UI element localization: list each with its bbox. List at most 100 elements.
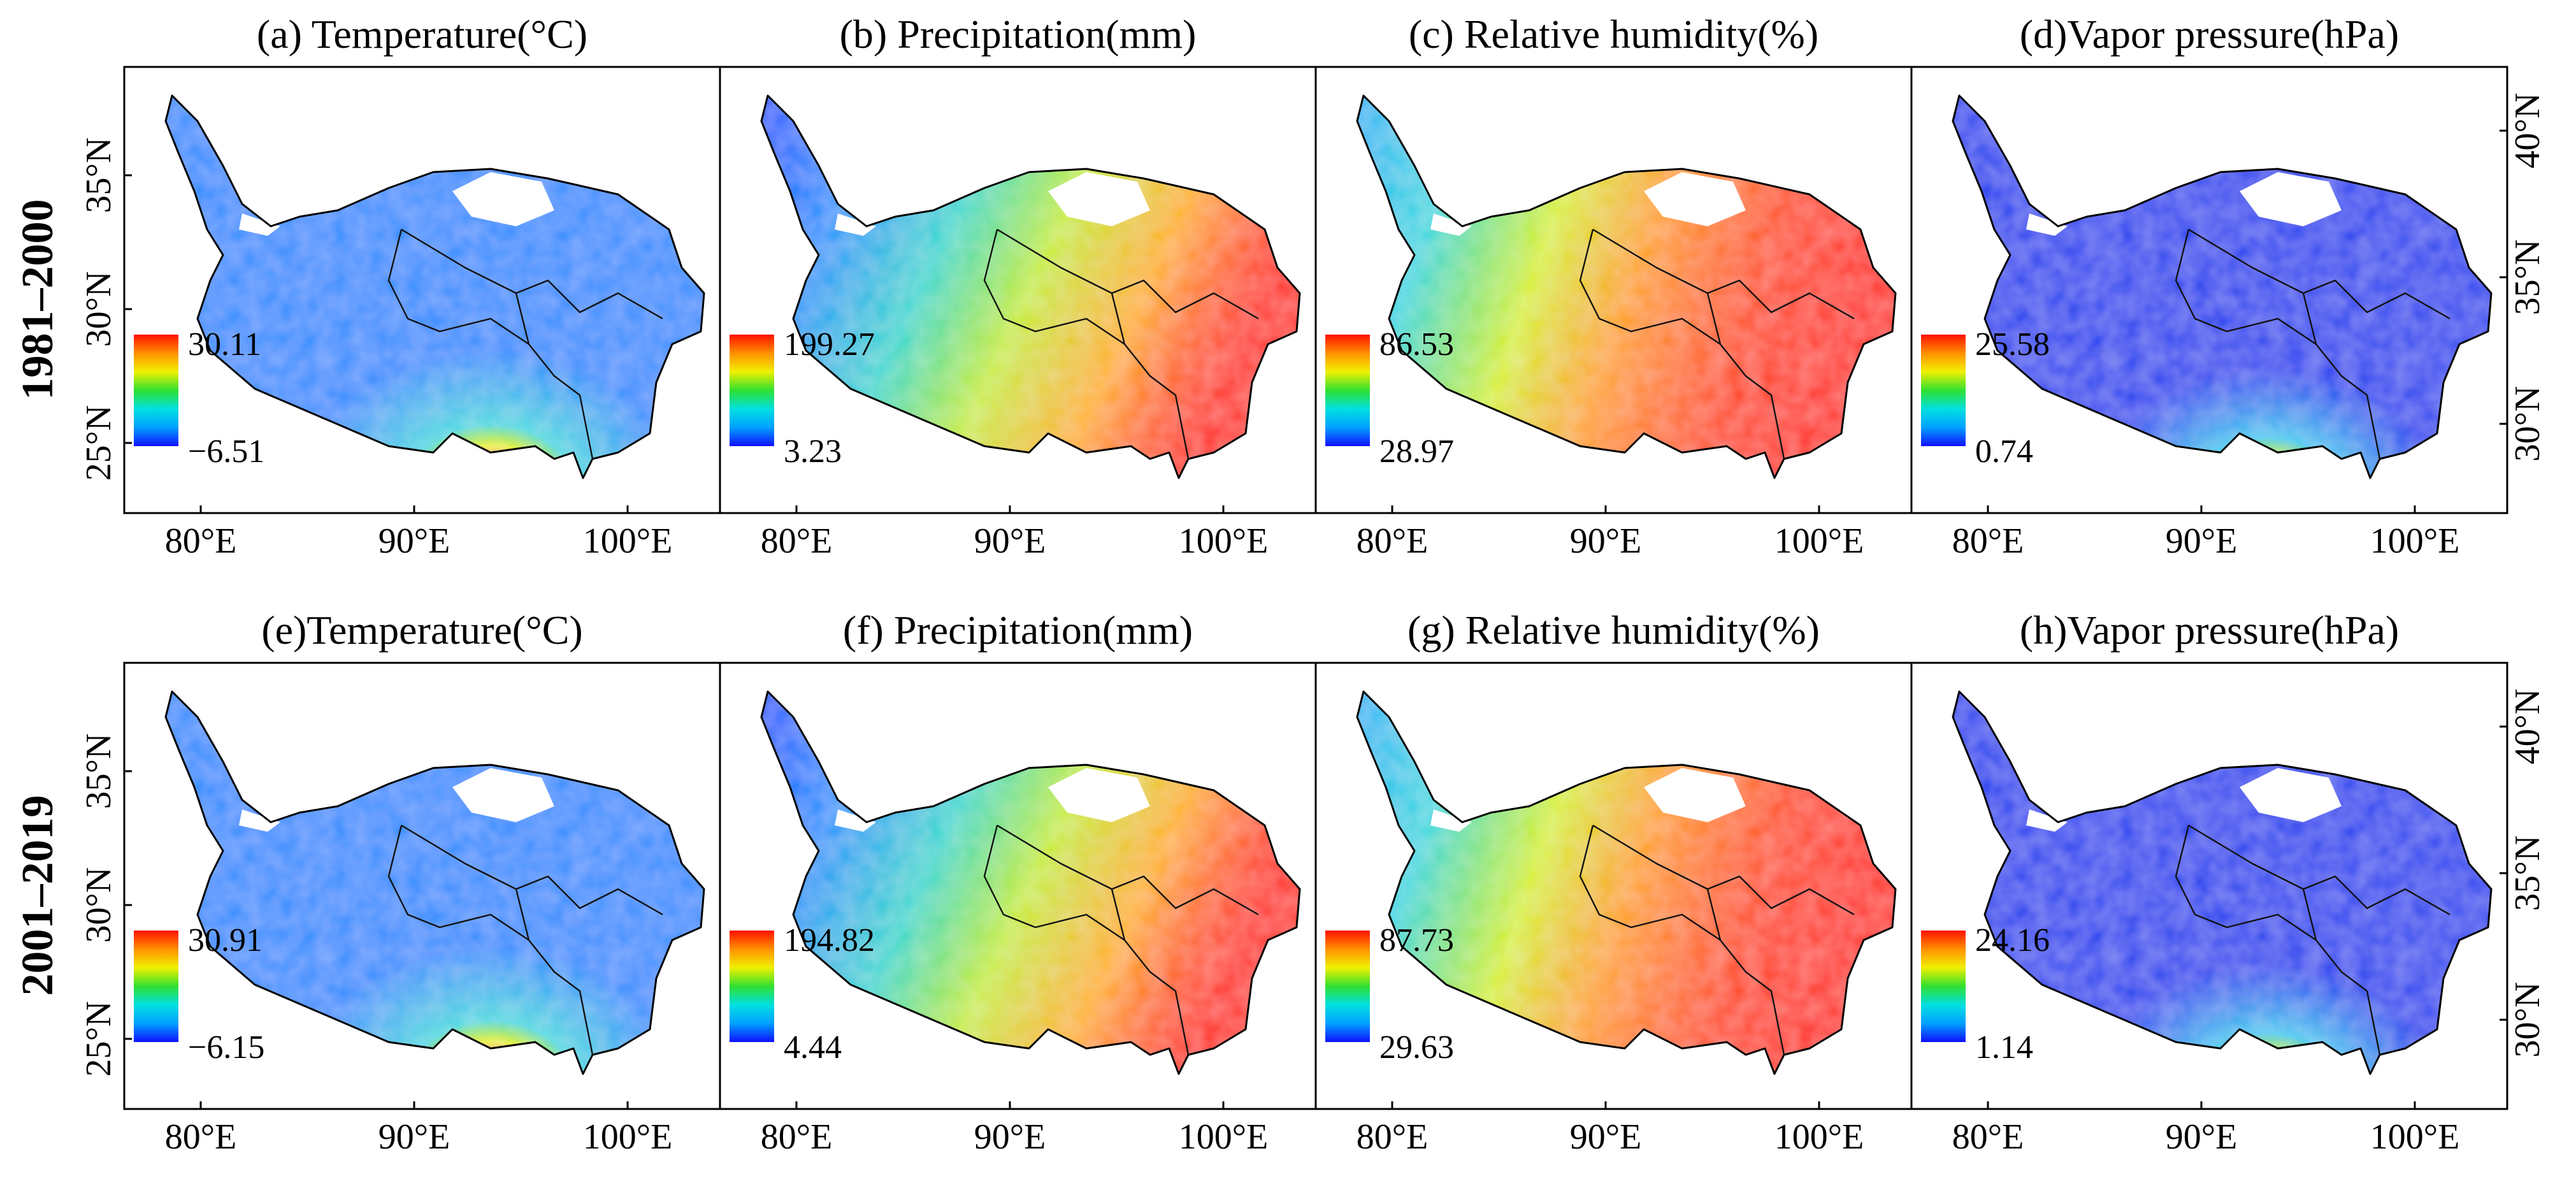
panel-title: (a) Temperature(°C) bbox=[257, 11, 587, 57]
map-panel-precipitation: (b) Precipitation(mm) 199.27 3.23 80°E 90°E 1… bbox=[719, 11, 1317, 561]
lon-tick-label: 100°E bbox=[1179, 1117, 1269, 1157]
province-boundaries bbox=[2175, 824, 2450, 1055]
lat-tick-label: 30°N bbox=[79, 867, 119, 943]
province-boundaries bbox=[1579, 228, 1855, 460]
province-boundaries bbox=[983, 228, 1259, 460]
province-boundaries bbox=[1579, 824, 1855, 1055]
lat-tick-label: 35°N bbox=[79, 138, 119, 214]
colorbar: 30.91 −6.15 bbox=[134, 922, 264, 1066]
lon-tick-label: 80°E bbox=[761, 521, 833, 561]
colorbar-min: 3.23 bbox=[784, 433, 842, 470]
no-data-patch bbox=[2026, 172, 2342, 236]
colorbar: 86.53 28.97 bbox=[1325, 326, 1454, 470]
province-boundaries bbox=[387, 824, 663, 1055]
lat-tick-label: 30°N bbox=[2508, 386, 2547, 462]
lat-tick-label: 30°N bbox=[79, 272, 119, 347]
lon-tick-label: 90°E bbox=[378, 521, 450, 561]
map-panel-temperature: (a) Temperature(°C) 30.11 −6.51 80°E 90°E 100… bbox=[79, 11, 721, 561]
colorbar-ramp bbox=[1921, 335, 1966, 446]
panel-title: (f) Precipitation(mm) bbox=[843, 607, 1193, 653]
colorbar: 30.11 −6.51 bbox=[134, 326, 264, 470]
colorbar-min: 4.44 bbox=[784, 1029, 842, 1066]
lat-tick-label: 25°N bbox=[79, 1001, 119, 1077]
map-panel-humidity: (c) Relative humidity(%) 86.53 28.97 80°E 90… bbox=[1314, 11, 1913, 561]
colorbar-ramp bbox=[134, 335, 178, 446]
lat-tick-label: 40°N bbox=[2508, 689, 2547, 765]
panel-title: (c) Relative humidity(%) bbox=[1409, 11, 1818, 57]
lat-tick-label: 35°N bbox=[79, 734, 119, 809]
colorbar-max: 86.53 bbox=[1379, 326, 1454, 363]
lon-tick-label: 90°E bbox=[2166, 1117, 2238, 1157]
colorbar: 194.82 4.44 bbox=[730, 922, 875, 1066]
map-panel-vapor: (d)Vapor pressure(hPa) 25.58 0.74 80°E 90°E 1… bbox=[1910, 11, 2547, 561]
colorbar: 25.58 0.74 bbox=[1921, 326, 2050, 470]
lon-tick-label: 80°E bbox=[165, 1117, 237, 1157]
lat-tick-label: 25°N bbox=[79, 405, 119, 481]
colorbar-ramp bbox=[1921, 931, 1966, 1042]
panel-title: (g) Relative humidity(%) bbox=[1407, 607, 1820, 653]
lon-tick-label: 100°E bbox=[1774, 1117, 1864, 1157]
map-panel-vapor: (h)Vapor pressure(hPa) 24.16 1.14 80°E 90°E 1… bbox=[1910, 607, 2547, 1157]
colorbar: 24.16 1.14 bbox=[1921, 922, 2050, 1066]
colorbar-ramp bbox=[730, 335, 774, 446]
no-data-patch bbox=[1430, 172, 1746, 236]
colorbar-min: 1.14 bbox=[1975, 1029, 2033, 1066]
lon-tick-label: 100°E bbox=[2370, 521, 2460, 561]
lon-tick-label: 90°E bbox=[1570, 521, 1642, 561]
lon-tick-label: 100°E bbox=[1774, 521, 1864, 561]
map-panel-temperature: (e)Temperature(°C) 30.91 −6.15 80°E 90°E 100°… bbox=[79, 607, 721, 1157]
no-data-patch bbox=[835, 172, 1150, 236]
lon-tick-label: 90°E bbox=[1570, 1117, 1642, 1157]
colorbar-min: 29.63 bbox=[1379, 1029, 1454, 1066]
lon-tick-label: 100°E bbox=[583, 1117, 673, 1157]
colorbar-ramp bbox=[134, 931, 178, 1042]
lat-tick-label: 35°N bbox=[2508, 836, 2547, 911]
colorbar-min: 28.97 bbox=[1379, 433, 1454, 470]
colorbar-ramp bbox=[1325, 931, 1370, 1042]
colorbar-ramp bbox=[730, 931, 774, 1042]
row-label-1981-2000: 1981–2000 bbox=[13, 199, 62, 400]
lon-tick-label: 80°E bbox=[761, 1117, 833, 1157]
province-boundaries bbox=[387, 228, 663, 460]
lon-tick-label: 80°E bbox=[1356, 1117, 1428, 1157]
panels-grid: (a) Temperature(°C) 30.11 −6.51 80°E 90°E 100… bbox=[79, 11, 2547, 1157]
lon-tick-label: 80°E bbox=[1952, 521, 2024, 561]
colorbar-max: 199.27 bbox=[784, 326, 875, 363]
lon-tick-label: 90°E bbox=[2166, 521, 2238, 561]
no-data-patch bbox=[835, 768, 1150, 832]
province-boundaries bbox=[2175, 228, 2450, 460]
lon-tick-label: 90°E bbox=[974, 1117, 1046, 1157]
lon-tick-label: 80°E bbox=[1952, 1117, 2024, 1157]
panel-title: (d)Vapor pressure(hPa) bbox=[2020, 11, 2399, 57]
no-data-patch bbox=[2026, 768, 2342, 832]
map-panel-precipitation: (f) Precipitation(mm) 194.82 4.44 80°E 90°E 1… bbox=[719, 607, 1317, 1157]
lat-tick-label: 30°N bbox=[2508, 982, 2547, 1058]
colorbar-max: 194.82 bbox=[784, 922, 875, 959]
lon-tick-label: 100°E bbox=[1179, 521, 1269, 561]
panel-title: (b) Precipitation(mm) bbox=[840, 11, 1197, 57]
lon-tick-label: 100°E bbox=[583, 521, 673, 561]
colorbar-ramp bbox=[1325, 335, 1370, 446]
panel-title: (e)Temperature(°C) bbox=[261, 607, 582, 653]
colorbar: 87.73 29.63 bbox=[1325, 922, 1454, 1066]
colorbar-max: 87.73 bbox=[1379, 922, 1454, 959]
province-boundaries bbox=[983, 824, 1259, 1055]
lon-tick-label: 90°E bbox=[378, 1117, 450, 1157]
row-label-2001-2019: 2001–2019 bbox=[13, 795, 62, 996]
no-data-patch bbox=[1430, 768, 1746, 832]
lat-tick-label: 35°N bbox=[2508, 240, 2547, 315]
colorbar-max: 30.91 bbox=[188, 922, 263, 959]
colorbar-max: 30.11 bbox=[188, 326, 261, 363]
colorbar-max: 25.58 bbox=[1975, 326, 2050, 363]
no-data-patch bbox=[239, 768, 554, 832]
no-data-patch bbox=[239, 172, 554, 236]
lon-tick-label: 100°E bbox=[2370, 1117, 2460, 1157]
colorbar-max: 24.16 bbox=[1975, 922, 2050, 959]
lon-tick-label: 90°E bbox=[974, 521, 1046, 561]
panel-title: (h)Vapor pressure(hPa) bbox=[2020, 607, 2399, 653]
colorbar: 199.27 3.23 bbox=[730, 326, 875, 470]
colorbar-min: −6.51 bbox=[188, 433, 264, 470]
lon-tick-label: 80°E bbox=[1356, 521, 1428, 561]
colorbar-min: −6.15 bbox=[188, 1029, 264, 1066]
